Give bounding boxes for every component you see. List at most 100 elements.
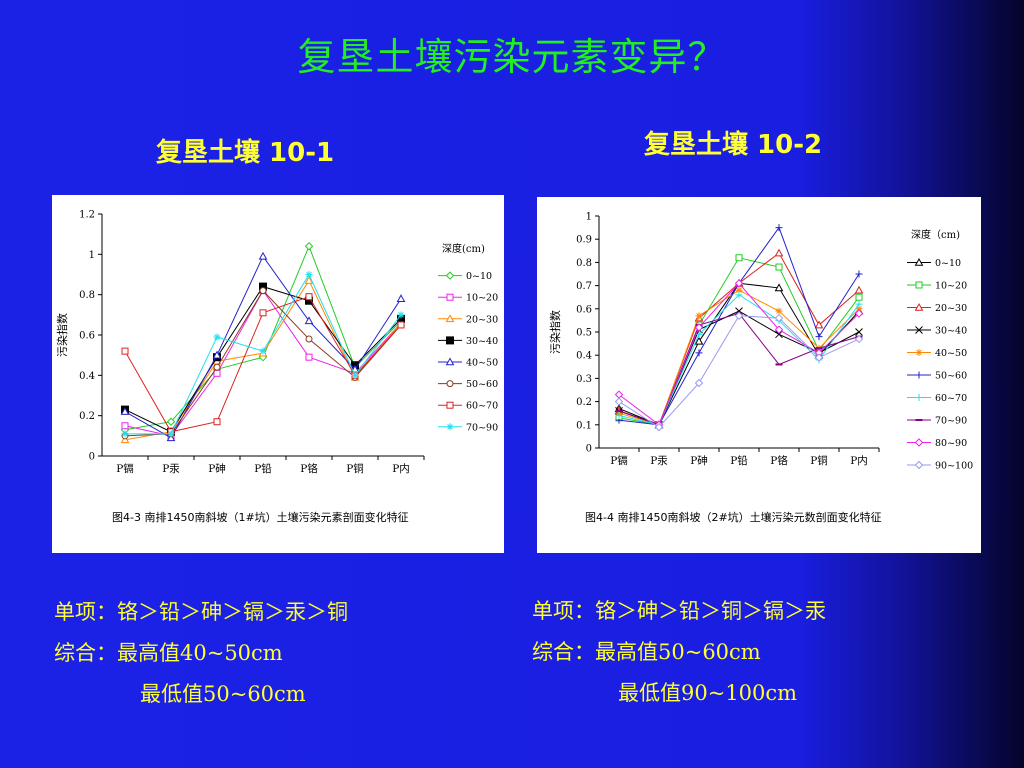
- series-40~50: [615, 286, 863, 429]
- legend-label: 10~20: [466, 293, 498, 304]
- data-point: [694, 378, 704, 388]
- chart-caption: 图4-4 南排1450南斜坡（2#坑）土壤污染元数剖面变化特征: [585, 510, 882, 524]
- legend-item-0~10: 0~10: [438, 271, 492, 282]
- y-tick-label: 0.2: [79, 411, 95, 422]
- data-point: [121, 422, 129, 430]
- data-point: [259, 287, 267, 295]
- data-point: [305, 353, 313, 361]
- legend-item-60~70: 60~70: [907, 393, 967, 404]
- legend-swatch-marker: [446, 401, 454, 409]
- y-tick-label: 0.1: [576, 420, 592, 431]
- data-point: [774, 313, 784, 323]
- legend-swatch-marker: [445, 357, 455, 366]
- legend-label: 80~90: [935, 438, 967, 449]
- legend-label: 90~100: [935, 461, 973, 472]
- data-point: [304, 276, 314, 284]
- legend-swatch-marker: [914, 257, 924, 266]
- data-point: [121, 347, 129, 355]
- legend-item-10~20: 10~20: [438, 293, 498, 304]
- left-note-single: 单项：铬＞铅＞砷＞镉＞汞＞铜: [54, 600, 348, 624]
- data-point: [167, 430, 175, 438]
- legend-swatch-marker: [446, 423, 454, 431]
- legend-swatch-marker: [914, 460, 924, 470]
- left-note-min: 最低值50~60cm: [140, 682, 306, 706]
- data-point: [304, 316, 314, 325]
- x-tick-label: P内: [850, 454, 868, 467]
- data-point: [213, 418, 221, 426]
- y-tick-label: 0.6: [576, 304, 592, 315]
- series-90~100: [614, 311, 864, 432]
- x-tick-label: P汞: [650, 455, 668, 467]
- data-point: [120, 435, 130, 444]
- y-axis-label: 污染指数: [548, 310, 562, 354]
- x-tick-label: P砷: [690, 455, 708, 467]
- legend-label: 30~40: [466, 336, 498, 347]
- y-tick-label: 1: [586, 212, 592, 223]
- right-chart-panel: 0 0.1 0.2 0.3 0.4 0.5 0.6 0.7 0.8 0.9 1 P镉 P汞 P砷 P铅 P铬 P…: [537, 197, 981, 553]
- legend-label: 20~30: [466, 314, 498, 325]
- legend-label: 60~70: [466, 401, 498, 412]
- legend-swatch-marker: [446, 293, 454, 301]
- x-tick-label: P砷: [208, 463, 226, 475]
- series-0~10: [120, 242, 406, 434]
- legend-label: 40~50: [935, 348, 967, 359]
- data-point: [615, 412, 623, 420]
- legend-item-90~100: 90~100: [907, 461, 973, 472]
- legend-title: 深度(cm): [442, 242, 485, 255]
- right-note-min: 最低值90~100cm: [618, 681, 798, 705]
- legend-label: 50~60: [935, 371, 967, 382]
- legend-item-50~60: 50~60: [438, 379, 498, 390]
- data-point: [855, 270, 863, 278]
- y-tick-label: 0.9: [576, 235, 592, 246]
- left-notes: 单项：铬＞铅＞砷＞镉＞汞＞铜 综合：最高值40~50cm 最低值50~60cm: [54, 592, 348, 715]
- y-tick-label: 0.5: [576, 328, 592, 339]
- y-tick-label: 0: [586, 444, 592, 455]
- data-point: [305, 271, 313, 278]
- legend-item-20~30: 20~30: [438, 314, 498, 325]
- legend-item-0~10: 0~10: [907, 257, 961, 269]
- data-point: [694, 336, 704, 345]
- data-point: [735, 254, 743, 262]
- data-point: [397, 321, 405, 329]
- x-tick-label: P铅: [730, 454, 748, 467]
- legend-item-70~90: 70~90: [438, 422, 498, 433]
- chart-caption: 图4-3 南排1450南斜坡（1#坑）土壤污染元素剖面变化特征: [112, 510, 409, 524]
- data-point: [855, 293, 863, 301]
- legend-item-40~50: 40~50: [438, 357, 498, 369]
- x-tick-label: P汞: [162, 463, 180, 475]
- y-tick-label: 0.8: [576, 258, 592, 269]
- data-point: [855, 305, 863, 313]
- data-point: [814, 353, 824, 362]
- data-point: [213, 363, 221, 371]
- x-tick-label: P内: [392, 462, 410, 475]
- legend-swatch-marker: [915, 371, 923, 379]
- data-point: [694, 323, 704, 332]
- legend-label: 30~40: [935, 326, 967, 337]
- legend-swatch-marker: [446, 336, 454, 345]
- series-line: [124, 296, 402, 433]
- data-point: [814, 320, 824, 329]
- legend-title: 深度（cm): [911, 228, 960, 241]
- data-point: [166, 433, 176, 442]
- data-point: [304, 242, 314, 251]
- left-note-max: 综合：最高值40~50cm: [54, 641, 283, 665]
- legend-item-30~40: 30~40: [907, 326, 967, 337]
- data-point: [775, 307, 783, 315]
- data-point: [166, 417, 176, 426]
- series-line: [124, 244, 402, 431]
- data-point: [654, 422, 664, 432]
- data-point: [213, 333, 221, 341]
- legend-label: 70~90: [466, 422, 498, 433]
- data-point: [259, 347, 267, 355]
- data-point: [854, 334, 864, 344]
- right-chart-subtitle: 复垦土壤 10-2: [644, 130, 823, 160]
- y-axis-label: 污染指数: [55, 313, 69, 357]
- data-point: [854, 309, 864, 318]
- data-point: [734, 279, 744, 288]
- legend-item-50~60: 50~60: [907, 371, 967, 382]
- data-point: [695, 312, 703, 320]
- left-chart: 0 0.2 0.4 0.6 0.8 1 1.2 P镉 P汞 P砷 P铅 P铬 P铜 P内 污染指数 深度(cm…: [55, 210, 498, 525]
- data-point: [212, 350, 222, 359]
- data-point: [258, 251, 268, 260]
- x-tick-label: P铅: [254, 462, 272, 475]
